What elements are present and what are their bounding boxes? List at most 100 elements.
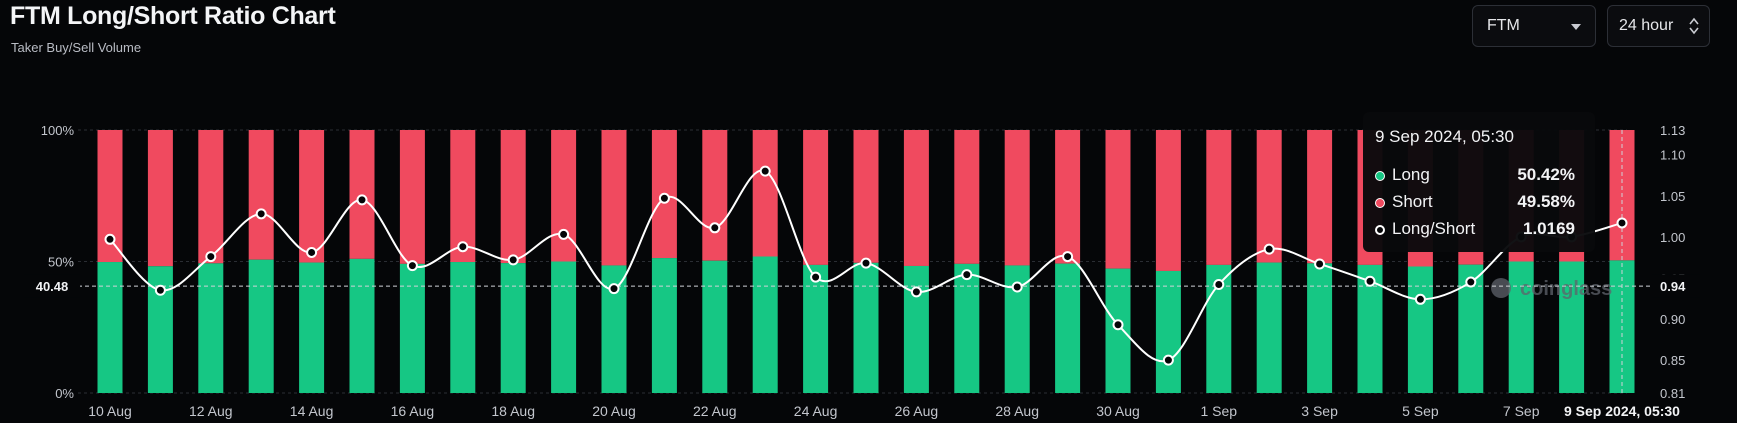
bar-short (954, 130, 980, 264)
crosshair-x-label-bg (1552, 399, 1702, 421)
ratio-point (1112, 319, 1124, 331)
bar-short (702, 130, 728, 261)
crosshair-right-label: 0.94 (1660, 279, 1686, 294)
bar-short (1055, 130, 1081, 264)
coin-select-value: FTM (1487, 17, 1520, 34)
ratio-point (961, 269, 973, 281)
tooltip-row-long: Long 50.42% (1375, 165, 1587, 187)
ratio-point (306, 246, 318, 258)
bar-short (399, 130, 425, 264)
y-right-tick-label: 1.00 (1660, 230, 1685, 245)
bar-long (1055, 263, 1081, 393)
bar-long (1407, 266, 1433, 393)
bar-long (702, 260, 728, 393)
ratio-point (860, 257, 872, 269)
bar-long (803, 264, 829, 393)
x-tick-label: 14 Aug (290, 403, 334, 419)
ratio-point (759, 165, 771, 177)
bar-long (651, 258, 677, 393)
tooltip-row-name: Short (1392, 192, 1433, 211)
bar-short (1105, 130, 1131, 269)
ratio-point (1465, 276, 1477, 288)
ratio-point (205, 251, 217, 263)
ratio-point (658, 192, 670, 204)
tooltip-row-name: Long (1392, 165, 1430, 184)
bar-long (551, 261, 577, 393)
bar-long (954, 263, 980, 393)
x-tick-label: 10 Aug (88, 403, 132, 419)
tooltip-title: 9 Sep 2024, 05:30 (1375, 127, 1514, 146)
chevron-down-icon (1571, 24, 1581, 30)
x-tick-label: 24 Aug (794, 403, 838, 419)
x-tick-label: 18 Aug (491, 403, 535, 419)
bar-long (399, 263, 425, 393)
bar-short (299, 130, 325, 263)
tooltip-row-ratio: Long/Short 1.0169 (1375, 219, 1587, 241)
watermark-logo-icon (1491, 278, 1511, 298)
x-tick-label: 20 Aug (592, 403, 636, 419)
page-title: FTM Long/Short Ratio Chart (10, 2, 336, 30)
bar-long (450, 262, 476, 393)
bar-long (1105, 268, 1131, 393)
x-tick-label: 3 Sep (1301, 403, 1338, 419)
bar-short (147, 130, 173, 267)
bar-short (903, 130, 929, 266)
y-right-tick-label: 1.10 (1660, 148, 1685, 163)
bar-short (601, 130, 627, 266)
ratio-point (457, 241, 469, 253)
bar-long (248, 259, 274, 393)
tooltip-row-value: 50.42% (1517, 165, 1575, 184)
ratio-point (1414, 293, 1426, 305)
y-right-tick-label: 0.90 (1660, 312, 1685, 327)
ratio-point (1162, 354, 1174, 366)
bar-short (1256, 130, 1282, 263)
x-tick-label: 22 Aug (693, 403, 737, 419)
y-right-tick-label: 0.85 (1660, 353, 1685, 368)
tooltip-row-value: 49.58% (1517, 192, 1575, 211)
short-dot-icon (1375, 198, 1385, 208)
bar-long (500, 263, 526, 393)
crosshair-right-label-bg (1652, 274, 1700, 298)
ratio-point (1314, 258, 1326, 270)
interval-select[interactable]: 24 hour (1607, 5, 1710, 47)
coin-select[interactable]: FTM (1472, 5, 1596, 47)
watermark-text: coinglass (1520, 278, 1612, 300)
tooltip-row-value: 1.0169 (1523, 219, 1575, 238)
interval-select-value: 24 hour (1619, 17, 1674, 34)
bar-long (903, 265, 929, 393)
sort-updown-icon (1689, 17, 1699, 35)
y-right-tick-label: 1.13 (1660, 123, 1685, 138)
x-tick-label: 28 Aug (995, 403, 1039, 419)
ratio-point (1263, 243, 1275, 255)
bar-short (450, 130, 476, 263)
bar-short (1206, 130, 1232, 265)
ratio-point (1364, 275, 1376, 287)
bar-short (1004, 130, 1030, 266)
ratio-point (356, 194, 368, 206)
ratio-point (406, 260, 418, 272)
bar-short (853, 130, 879, 263)
tooltip: 9 Sep 2024, 05:30 Long 50.42% Short 49.5… (1363, 112, 1595, 252)
long-dot-icon (1375, 171, 1385, 181)
y-left-tick-label: 0% (55, 386, 74, 401)
ratio-point (1062, 251, 1074, 263)
bar-long (1155, 270, 1181, 393)
ratio-point (507, 254, 519, 266)
bar-short (248, 130, 274, 260)
crosshair-x-label: 9 Sep 2024, 05:30 (1564, 403, 1680, 419)
bar-long (349, 258, 375, 393)
x-tick-label: 5 Sep (1402, 403, 1439, 419)
ratio-point (910, 286, 922, 298)
bar-long (752, 256, 778, 393)
x-tick-label: 12 Aug (189, 403, 233, 419)
ratio-point (709, 222, 721, 234)
ratio-point (1616, 217, 1628, 229)
bar-long (1559, 261, 1585, 393)
bar-long (1256, 262, 1282, 393)
ratio-dot-icon (1375, 225, 1385, 235)
crosshair-left-label-bg (24, 274, 80, 298)
bar-short (1307, 130, 1333, 264)
bar-short (803, 130, 829, 265)
bar-short (1155, 130, 1181, 271)
